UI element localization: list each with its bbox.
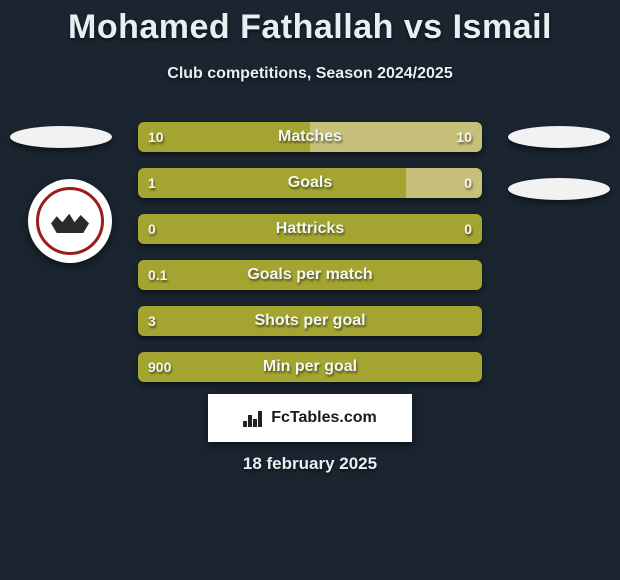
bar-segment-right: [310, 122, 482, 152]
brand-box: FcTables.com: [208, 394, 412, 442]
player-left-pill: [10, 126, 112, 148]
bar-segment-left: [138, 122, 310, 152]
brand-chart-icon: [243, 409, 265, 427]
bar-segment-right: [406, 168, 482, 198]
comparison-bar: Hattricks00: [138, 214, 482, 244]
comparison-bar: Shots per goal3: [138, 306, 482, 336]
club-badge-icon: [51, 209, 89, 233]
player-right-pill: [508, 126, 610, 148]
brand-text: FcTables.com: [271, 409, 377, 427]
comparison-bars: Matches1010 Goals10 Hattricks00 Goals per m…: [138, 122, 482, 398]
bar-segment-left: [138, 168, 406, 198]
date-label: 18 february 2025: [0, 454, 620, 474]
page-subtitle: Club competitions, Season 2024/2025: [0, 65, 620, 83]
comparison-bar: Matches1010: [138, 122, 482, 152]
club-left-badge: [28, 179, 112, 263]
comparison-bar: Min per goal900: [138, 352, 482, 382]
comparison-bar: Goals10: [138, 168, 482, 198]
club-badge-ring: [36, 187, 104, 255]
page-title: Mohamed Fathallah vs Ismail: [0, 0, 620, 47]
bar-segment-left: [138, 352, 482, 382]
bar-segment-left: [138, 214, 482, 244]
comparison-bar: Goals per match0.1: [138, 260, 482, 290]
bar-segment-left: [138, 306, 482, 336]
club-right-pill: [508, 178, 610, 200]
bar-segment-left: [138, 260, 482, 290]
